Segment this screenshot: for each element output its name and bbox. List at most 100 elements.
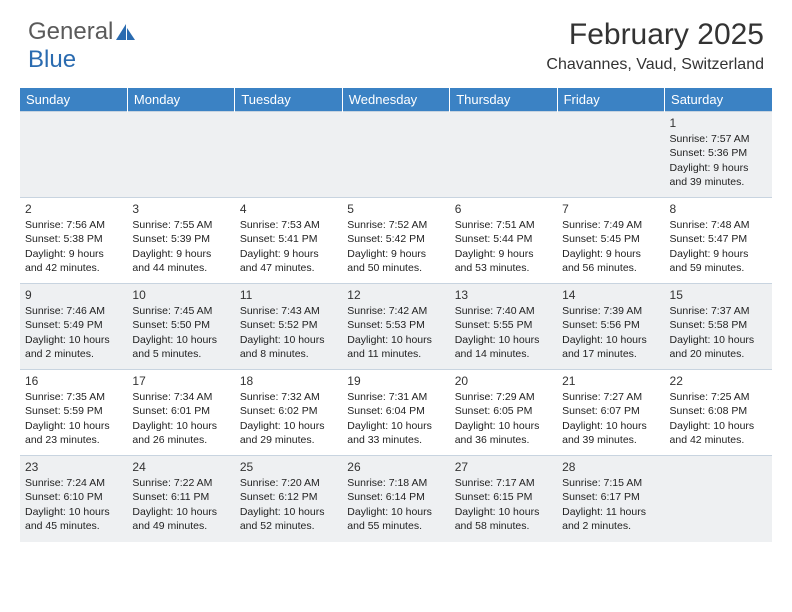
sunset-text: Sunset: 5:55 PM [455,318,552,332]
sunset-text: Sunset: 5:41 PM [240,232,337,246]
calendar-day-cell: 5Sunrise: 7:52 AMSunset: 5:42 PMDaylight… [342,198,449,284]
sunrise-text: Sunrise: 7:45 AM [132,304,229,318]
daylight-text: Daylight: 9 hours [132,247,229,261]
daylight-text: and 23 minutes. [25,433,122,447]
sunrise-text: Sunrise: 7:49 AM [562,218,659,232]
daylight-text: and 45 minutes. [25,519,122,533]
sunset-text: Sunset: 6:08 PM [670,404,767,418]
day-header-wednesday: Wednesday [342,88,449,112]
sunset-text: Sunset: 6:10 PM [25,490,122,504]
day-header-tuesday: Tuesday [235,88,342,112]
sunset-text: Sunset: 5:47 PM [670,232,767,246]
sunset-text: Sunset: 5:56 PM [562,318,659,332]
calendar-day-cell [235,112,342,198]
daylight-text: Daylight: 9 hours [347,247,444,261]
day-number: 6 [455,201,552,217]
daylight-text: and 36 minutes. [455,433,552,447]
sunrise-text: Sunrise: 7:31 AM [347,390,444,404]
daylight-text: and 53 minutes. [455,261,552,275]
sunrise-text: Sunrise: 7:27 AM [562,390,659,404]
day-number: 16 [25,373,122,389]
calendar-day-cell [557,112,664,198]
logo-text-general: General [28,18,113,46]
sunset-text: Sunset: 5:44 PM [455,232,552,246]
calendar-body: 1Sunrise: 7:57 AMSunset: 5:36 PMDaylight… [20,112,772,542]
logo-sail-icon [115,22,137,42]
daylight-text: and 44 minutes. [132,261,229,275]
sunset-text: Sunset: 6:12 PM [240,490,337,504]
calendar-day-cell: 6Sunrise: 7:51 AMSunset: 5:44 PMDaylight… [450,198,557,284]
sunrise-text: Sunrise: 7:39 AM [562,304,659,318]
calendar-week-row: 2Sunrise: 7:56 AMSunset: 5:38 PMDaylight… [20,198,772,284]
day-number: 12 [347,287,444,303]
daylight-text: and 47 minutes. [240,261,337,275]
daylight-text: Daylight: 9 hours [562,247,659,261]
daylight-text: Daylight: 10 hours [455,333,552,347]
daylight-text: Daylight: 10 hours [455,419,552,433]
calendar-day-cell [342,112,449,198]
daylight-text: Daylight: 10 hours [240,505,337,519]
calendar-day-cell: 10Sunrise: 7:45 AMSunset: 5:50 PMDayligh… [127,284,234,370]
calendar-week-row: 16Sunrise: 7:35 AMSunset: 5:59 PMDayligh… [20,370,772,456]
sunrise-text: Sunrise: 7:15 AM [562,476,659,490]
calendar-day-cell: 4Sunrise: 7:53 AMSunset: 5:41 PMDaylight… [235,198,342,284]
day-number: 25 [240,459,337,475]
daylight-text: Daylight: 10 hours [670,419,767,433]
daylight-text: Daylight: 9 hours [455,247,552,261]
sunrise-text: Sunrise: 7:17 AM [455,476,552,490]
sunset-text: Sunset: 5:36 PM [670,146,767,160]
sunrise-text: Sunrise: 7:35 AM [25,390,122,404]
calendar-day-cell: 27Sunrise: 7:17 AMSunset: 6:15 PMDayligh… [450,456,557,542]
sunrise-text: Sunrise: 7:56 AM [25,218,122,232]
day-header-sunday: Sunday [20,88,127,112]
daylight-text: Daylight: 10 hours [347,505,444,519]
calendar-day-cell: 3Sunrise: 7:55 AMSunset: 5:39 PMDaylight… [127,198,234,284]
daylight-text: and 42 minutes. [670,433,767,447]
day-header-monday: Monday [127,88,234,112]
sunset-text: Sunset: 6:04 PM [347,404,444,418]
calendar-day-cell [127,112,234,198]
day-number: 24 [132,459,229,475]
calendar-day-cell: 21Sunrise: 7:27 AMSunset: 6:07 PMDayligh… [557,370,664,456]
daylight-text: and 55 minutes. [347,519,444,533]
day-number: 22 [670,373,767,389]
calendar-day-cell: 14Sunrise: 7:39 AMSunset: 5:56 PMDayligh… [557,284,664,370]
sunrise-text: Sunrise: 7:32 AM [240,390,337,404]
sunset-text: Sunset: 5:39 PM [132,232,229,246]
title-block: February 2025 Chavannes, Vaud, Switzerla… [546,18,764,74]
daylight-text: and 49 minutes. [132,519,229,533]
daylight-text: Daylight: 10 hours [455,505,552,519]
sunrise-text: Sunrise: 7:22 AM [132,476,229,490]
daylight-text: Daylight: 10 hours [562,419,659,433]
calendar-day-cell [20,112,127,198]
calendar-day-cell: 17Sunrise: 7:34 AMSunset: 6:01 PMDayligh… [127,370,234,456]
day-number: 2 [25,201,122,217]
daylight-text: and 39 minutes. [562,433,659,447]
day-number: 13 [455,287,552,303]
sunset-text: Sunset: 6:07 PM [562,404,659,418]
daylight-text: Daylight: 10 hours [240,333,337,347]
daylight-text: Daylight: 10 hours [347,419,444,433]
sunset-text: Sunset: 5:52 PM [240,318,337,332]
day-number: 14 [562,287,659,303]
daylight-text: and 2 minutes. [25,347,122,361]
calendar-day-cell: 22Sunrise: 7:25 AMSunset: 6:08 PMDayligh… [665,370,772,456]
day-number: 9 [25,287,122,303]
daylight-text: and 11 minutes. [347,347,444,361]
sunrise-text: Sunrise: 7:40 AM [455,304,552,318]
sunrise-text: Sunrise: 7:43 AM [240,304,337,318]
sunset-text: Sunset: 5:38 PM [25,232,122,246]
calendar-week-row: 9Sunrise: 7:46 AMSunset: 5:49 PMDaylight… [20,284,772,370]
daylight-text: Daylight: 9 hours [25,247,122,261]
calendar-day-cell: 16Sunrise: 7:35 AMSunset: 5:59 PMDayligh… [20,370,127,456]
calendar-table: SundayMondayTuesdayWednesdayThursdayFrid… [20,88,772,542]
sunrise-text: Sunrise: 7:48 AM [670,218,767,232]
sunrise-text: Sunrise: 7:52 AM [347,218,444,232]
day-number: 19 [347,373,444,389]
daylight-text: Daylight: 11 hours [562,505,659,519]
logo: General [28,18,137,46]
daylight-text: Daylight: 10 hours [132,333,229,347]
sunset-text: Sunset: 6:15 PM [455,490,552,504]
day-number: 5 [347,201,444,217]
calendar-week-row: 1Sunrise: 7:57 AMSunset: 5:36 PMDaylight… [20,112,772,198]
